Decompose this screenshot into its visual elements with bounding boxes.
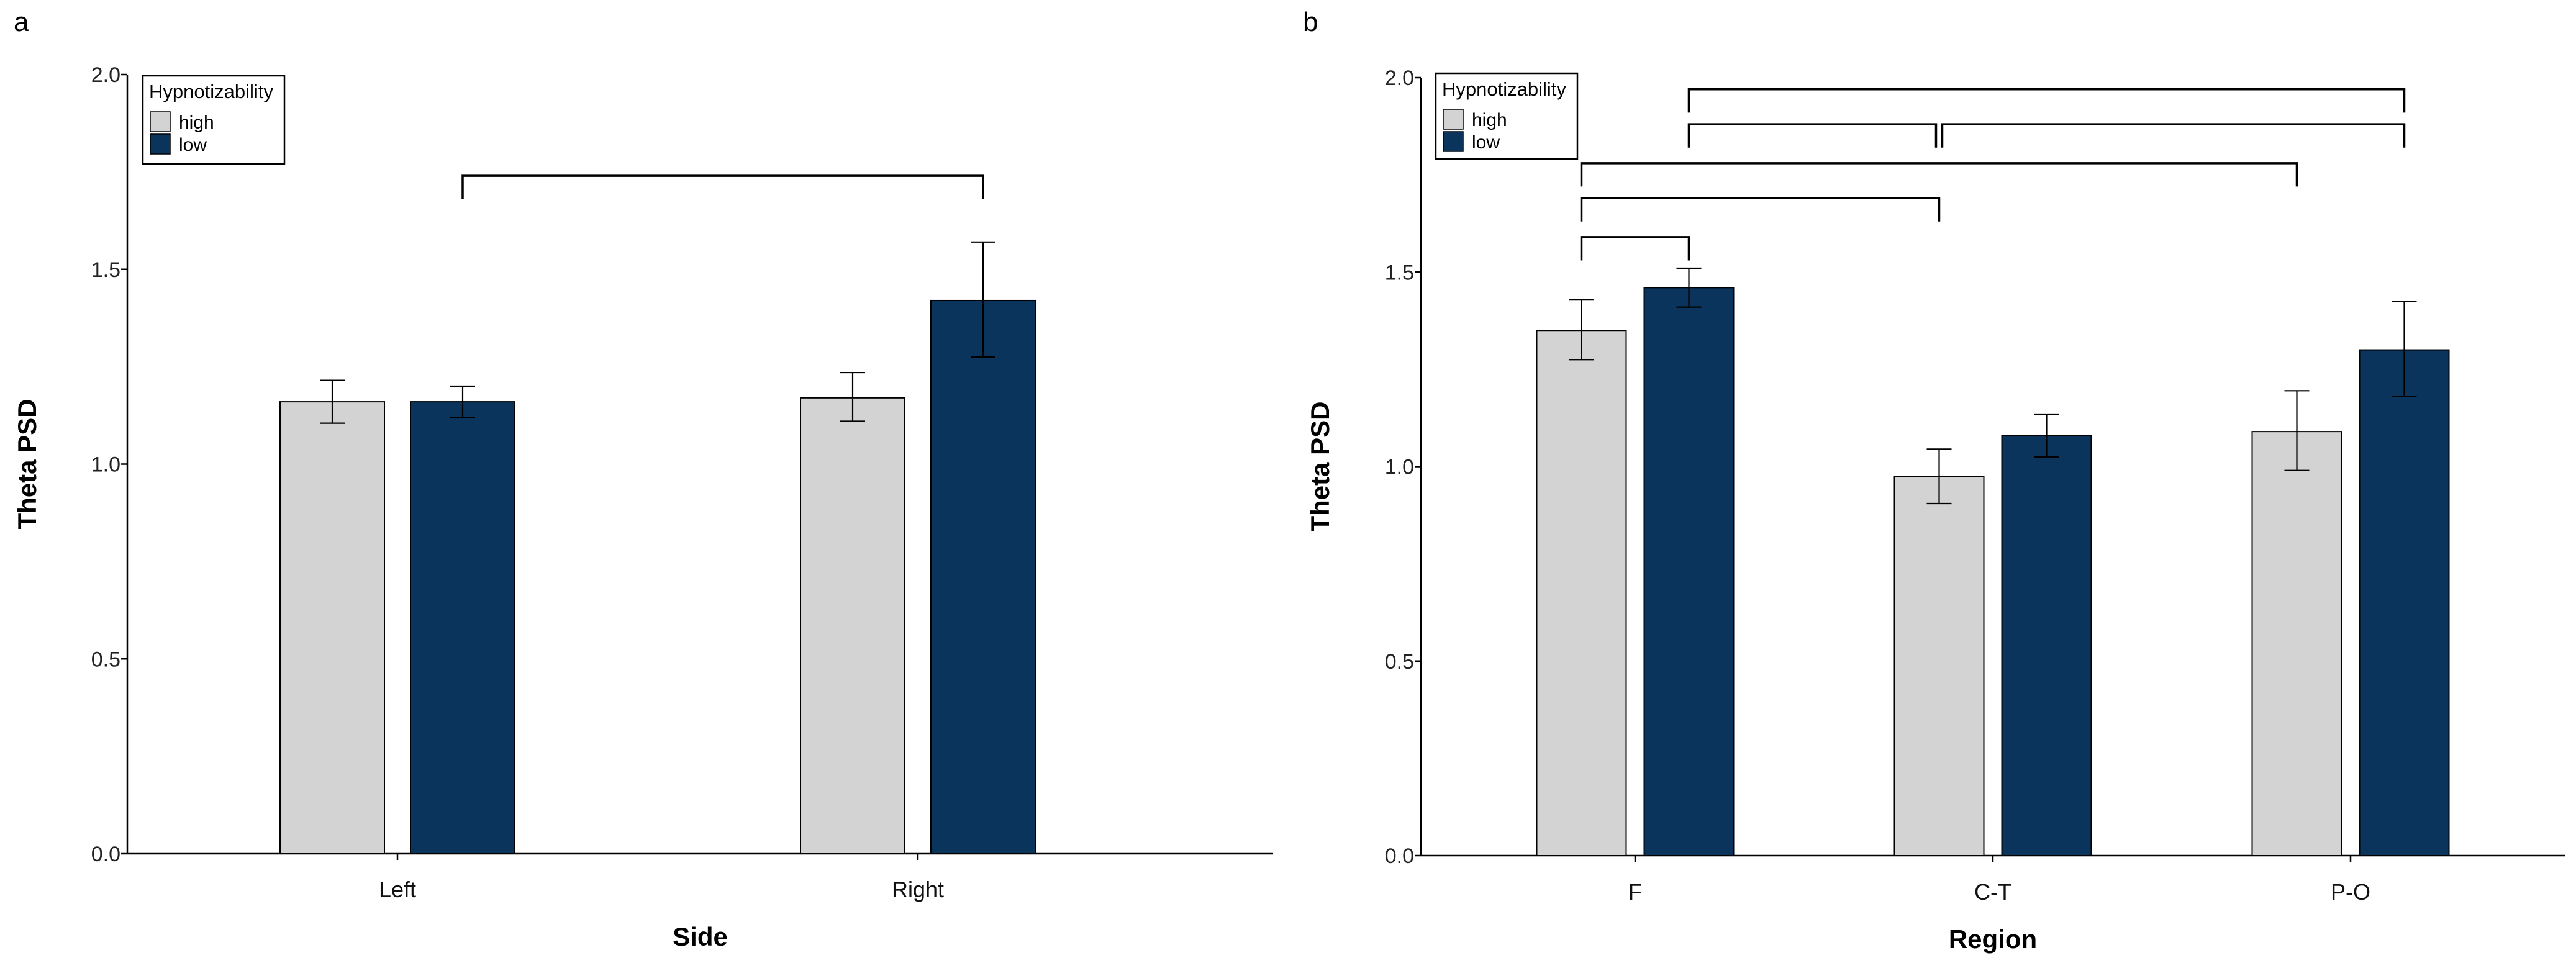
x-tick-label: F xyxy=(1628,879,1642,905)
legend-label-high: high xyxy=(179,112,214,133)
legend-swatch-high xyxy=(1443,109,1464,130)
legend-swatch-low xyxy=(1443,131,1464,152)
error-bar-high-p-o xyxy=(2284,390,2310,471)
error-bar-low-f xyxy=(1676,267,1702,308)
bar-low-right xyxy=(930,299,1036,854)
panel-a-x-axis-title: Side xyxy=(673,922,728,951)
y-tick-label: 2.0 xyxy=(1385,66,1414,90)
x-tick-label: Left xyxy=(379,877,416,902)
legend-swatch-high xyxy=(150,111,171,132)
error-bar-high-right xyxy=(840,371,865,422)
legend-title: Hypnotizability xyxy=(1442,78,1566,100)
significance-bracket xyxy=(461,174,984,199)
significance-bracket xyxy=(1687,123,1938,148)
error-bar-low-right xyxy=(971,241,995,358)
panel-a-plot-area: 0.0 0.5 1.0 1.5 2.0 Left Right xyxy=(91,63,1273,902)
bar-low-c-t xyxy=(2001,435,2092,856)
panel-b-label: b xyxy=(1303,7,1318,37)
legend-label-low: low xyxy=(179,135,207,155)
panel-b-y-axis-title: Theta PSD xyxy=(1305,401,1335,531)
significance-bracket xyxy=(1580,236,1690,261)
error-bar-high-left xyxy=(320,379,345,424)
bar-low-left xyxy=(410,401,515,854)
error-bar-low-c-t xyxy=(2034,413,2059,458)
significance-bracket xyxy=(1580,162,2298,187)
bar-high-p-o xyxy=(2251,431,2342,856)
y-tick-label: 1.5 xyxy=(1385,261,1414,284)
y-tick-label: 1.5 xyxy=(91,258,120,282)
legend-swatch-low xyxy=(150,133,171,155)
bar-high-left xyxy=(279,401,385,854)
error-bar-low-left xyxy=(450,385,475,418)
y-tick-label: 1.0 xyxy=(1385,456,1414,479)
panel-b-legend: Hypnotizability high low xyxy=(1435,72,1579,160)
bar-high-f xyxy=(1536,330,1627,856)
panel-b-x-axis-title: Region xyxy=(1949,925,2037,954)
legend-title: Hypnotizability xyxy=(149,81,273,102)
panel-b: b Theta PSD Region 0.0 0.5 1.0 1.5 2.0 F C-T P-… xyxy=(1303,7,2565,954)
x-tick-label: P-O xyxy=(2331,879,2370,905)
y-tick-label: 0.0 xyxy=(91,843,120,866)
y-tick-label: 0.5 xyxy=(1385,650,1414,674)
bar-high-right xyxy=(800,397,905,854)
panel-a: a Theta PSD Side 0.0 0.5 1.0 1.5 2.0 Left Righ… xyxy=(12,7,1273,951)
y-tick-label: 2.0 xyxy=(91,63,120,87)
bar-low-p-o xyxy=(2359,349,2450,856)
bar-low-f xyxy=(1643,287,1735,856)
error-bar-low-p-o xyxy=(2392,301,2417,397)
panel-b-plot-area: 0.0 0.5 1.0 1.5 2.0 F C-T P-O xyxy=(1385,66,2565,905)
bar-high-c-t xyxy=(1893,476,1985,856)
panel-a-label: a xyxy=(14,7,29,37)
error-bar-high-c-t xyxy=(1926,448,1952,505)
panel-a-y-axis-title: Theta PSD xyxy=(12,399,42,529)
y-tick-label: 0.0 xyxy=(1385,844,1414,868)
error-bar-high-f xyxy=(1569,299,1594,361)
legend-label-low: low xyxy=(1472,132,1500,153)
x-tick-label: Right xyxy=(892,877,944,902)
panel-a-legend: Hypnotizability high low xyxy=(142,75,286,165)
x-tick-label: C-T xyxy=(1974,879,2011,905)
significance-bracket xyxy=(1687,88,2406,113)
y-tick-label: 1.0 xyxy=(91,453,120,477)
legend-label-high: high xyxy=(1472,110,1507,130)
y-tick-label: 0.5 xyxy=(91,648,120,671)
significance-bracket xyxy=(1941,123,2406,148)
significance-bracket xyxy=(1580,197,1941,222)
